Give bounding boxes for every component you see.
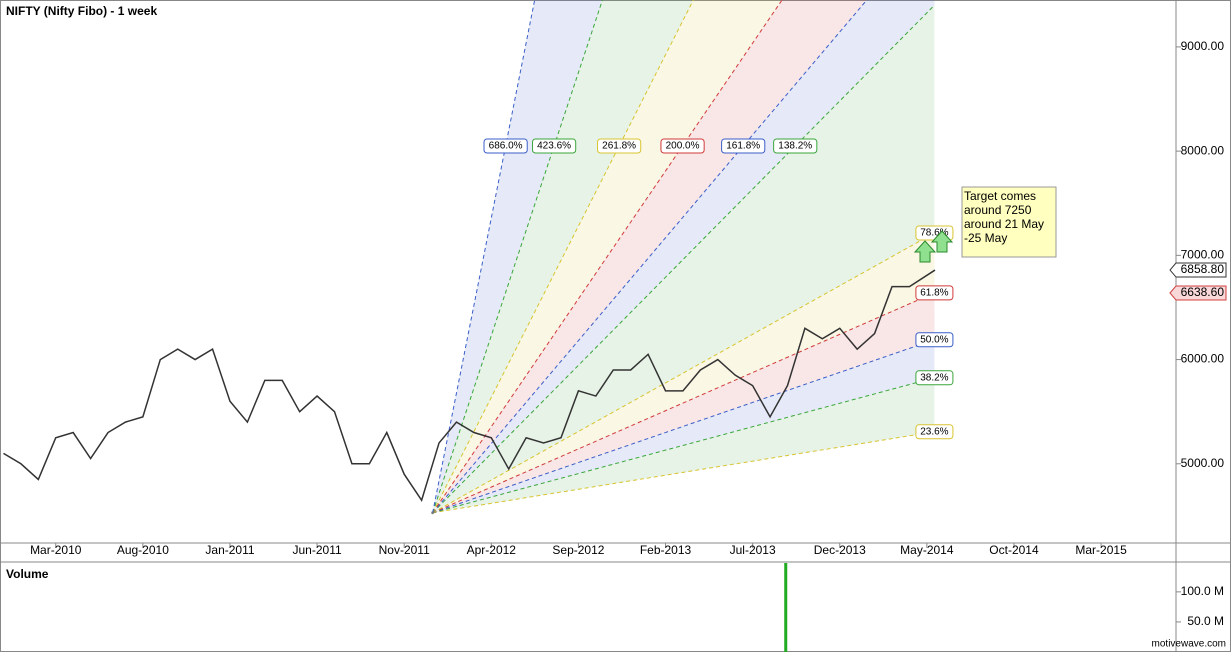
fib-fan — [431, 0, 935, 515]
x-tick-label: Oct-2014 — [989, 543, 1039, 557]
price-tag-label: 6638.60 — [1181, 285, 1225, 299]
fan-zone — [432, 339, 935, 513]
x-tick-label: Nov-2011 — [379, 543, 430, 557]
fan-label: 61.8% — [920, 288, 948, 299]
fan-label-box — [531, 138, 577, 154]
x-tick-label: Apr-2012 — [467, 543, 517, 557]
fan-line — [432, 0, 694, 514]
y-tick-label: 9000.00 — [1181, 39, 1225, 53]
x-tick-label: Jun-2011 — [293, 543, 342, 557]
fan-label-box — [915, 424, 954, 440]
fan-label: 23.6% — [920, 426, 948, 437]
fan-zone — [432, 377, 935, 513]
fan-label: 423.6% — [537, 141, 571, 152]
fan-zone — [432, 0, 867, 513]
fan-line — [432, 0, 868, 514]
fan-line — [432, 232, 935, 514]
fan-label-box — [915, 285, 954, 301]
y-tick-label: 6000.00 — [1181, 352, 1225, 366]
price-tag — [1169, 285, 1227, 301]
fan-line — [432, 0, 536, 513]
arrow-icon — [913, 240, 937, 263]
overlay: 23.6% 38.2% 50.0% 61.8% 78.6% 138.2% 161.8% 200… — [483, 138, 1227, 440]
price-tag-label: 6858.80 — [1181, 262, 1225, 276]
annotation-text: Target comes around 7250 around 21 May -… — [964, 189, 1045, 245]
x-tick-label: Sep-2012 — [552, 543, 604, 557]
fan-label: 50.0% — [920, 334, 948, 345]
fan-line — [432, 0, 603, 513]
y-tick-label: 7000.00 — [1181, 248, 1225, 262]
y-tick-label: 100.0 M — [1181, 584, 1224, 598]
fan-line — [432, 431, 935, 514]
fan-label-box — [773, 138, 818, 154]
x-tick-label: Dec-2013 — [814, 543, 866, 557]
x-tick-label: May-2014 — [900, 543, 954, 557]
volume-plot — [784, 563, 788, 652]
fan-zone — [432, 0, 935, 513]
fan-line — [432, 0, 783, 514]
x-tick-label: Mar-2015 — [1075, 543, 1127, 557]
x-tick-label: Aug-2010 — [117, 543, 169, 557]
fan-line — [432, 377, 935, 514]
fan-label-box — [915, 370, 954, 386]
x-tick-label: Feb-2013 — [640, 543, 692, 557]
price-line — [3, 269, 936, 503]
fan-label-box — [721, 138, 766, 154]
fan-label: 138.2% — [778, 141, 812, 152]
y-tick-label: 5000.00 — [1181, 456, 1225, 470]
fan-line — [432, 339, 935, 514]
x-tick-label: Jul-2013 — [730, 543, 776, 557]
chart-title: NIFTY (Nifty Fibo) - 1 week — [6, 4, 157, 18]
price-plot — [3, 269, 936, 503]
x-tick-label: Jan-2011 — [205, 543, 254, 557]
fan-label-box — [915, 332, 954, 348]
volume-bar — [784, 563, 788, 652]
annotation: Target comes around 7250 around 21 May -… — [964, 189, 1045, 245]
y-tick-label: 50.0 M — [1187, 614, 1224, 628]
fan-label-box — [597, 138, 642, 154]
fan-label: 686.0% — [489, 141, 523, 152]
volume-title: Volume — [6, 567, 49, 581]
fan-label: 78.6% — [920, 228, 948, 239]
fan-label: 200.0% — [666, 141, 700, 152]
fan-line — [432, 292, 935, 514]
watermark: motivewave.com — [1152, 639, 1226, 650]
y-tick-label: 8000.00 — [1181, 143, 1225, 157]
fan-label: 161.8% — [726, 141, 760, 152]
annotation-box — [961, 186, 1057, 258]
x-tick-label: Mar-2010 — [30, 543, 82, 557]
fan-label: 261.8% — [602, 141, 636, 152]
fan-label: 38.2% — [920, 372, 948, 383]
fan-label-box — [660, 138, 705, 154]
arrow-icon — [930, 230, 954, 253]
fan-label-box — [483, 138, 528, 154]
price-tag — [1169, 262, 1227, 278]
